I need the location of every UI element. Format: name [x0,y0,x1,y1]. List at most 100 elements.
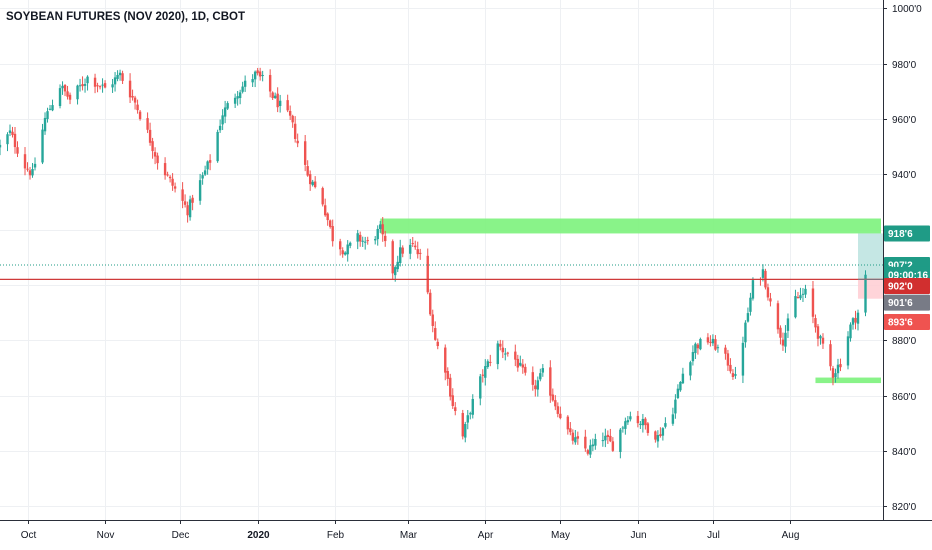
candle-up[interactable] [251,74,254,87]
candle-up[interactable] [101,78,104,93]
candle-down[interactable] [328,219,332,229]
candle-down[interactable] [256,67,259,76]
candle-up[interactable] [349,241,352,249]
annotation-zones[interactable] [380,218,883,384]
candle-up[interactable] [691,345,695,366]
candle-down[interactable] [434,321,437,341]
candle-up[interactable] [624,417,627,435]
candle-up[interactable] [113,72,117,92]
candle-up[interactable] [711,334,715,347]
candle-up[interactable] [619,427,622,459]
candle-down[interactable] [136,99,139,114]
candle-down[interactable] [93,73,97,94]
candle-up[interactable] [51,99,54,112]
candle-down[interactable] [323,198,327,217]
candle-up[interactable] [846,331,850,370]
candle-down[interactable] [359,231,362,247]
candle-up[interactable] [396,255,399,273]
candle-down[interactable] [811,280,815,324]
candle-down[interactable] [431,309,434,333]
candle-up[interactable] [676,384,680,400]
candle-down[interactable] [569,422,572,436]
candle-down[interactable] [724,344,727,360]
candle-up[interactable] [591,438,595,452]
candle-up[interactable] [629,411,632,422]
candle-down[interactable] [414,240,417,250]
candle-down[interactable] [153,147,157,165]
candle-down[interactable] [276,87,279,113]
candle-up[interactable] [689,360,692,381]
candle-up[interactable] [734,366,737,379]
candle-down[interactable] [514,344,517,367]
candle-down[interactable] [501,340,504,359]
candle-up[interactable] [664,417,667,429]
candle-down[interactable] [181,182,184,209]
candle-down[interactable] [766,283,770,301]
candle-up[interactable] [33,157,37,171]
candle-down[interactable] [26,162,29,172]
candle-down[interactable] [148,122,152,146]
candle-up[interactable] [679,381,682,392]
candle-up[interactable] [656,430,660,448]
candle-up[interactable] [361,236,364,247]
candle-up[interactable] [203,165,207,177]
candle-down[interactable] [63,84,67,97]
candle-down[interactable] [779,325,782,345]
candle-up[interactable] [464,421,467,443]
candle-down[interactable] [268,69,272,98]
candle-up[interactable] [218,119,222,133]
candle-down[interactable] [133,95,137,110]
candle-down[interactable] [128,73,132,104]
candle-up[interactable] [799,287,802,301]
candle-down[interactable] [821,333,825,349]
candle-down[interactable] [776,300,780,334]
candle-down[interactable] [516,354,519,372]
candle-down[interactable] [173,182,177,193]
candle-up[interactable] [786,313,790,338]
candle-up[interactable] [399,239,402,267]
candle-down[interactable] [103,80,107,89]
candle-up[interactable] [83,78,87,93]
candle-down[interactable] [291,114,294,128]
candles[interactable] [0,67,867,459]
candle-down[interactable] [489,354,492,367]
candle-up[interactable] [261,70,264,82]
candle-down[interactable] [306,160,309,177]
candle-down[interactable] [296,133,299,148]
candle-down[interactable] [644,417,647,430]
candle-up[interactable] [41,123,44,165]
candle-up[interactable] [6,132,9,152]
candle-down[interactable] [293,116,297,143]
candle-down[interactable] [13,126,17,154]
candle-down[interactable] [391,239,394,281]
candle-down[interactable] [611,437,615,452]
candle-up[interactable] [589,439,592,458]
candle-down[interactable] [68,92,72,105]
candle-down[interactable] [551,388,555,402]
candle-down[interactable] [331,219,334,247]
candle-up[interactable] [201,172,204,185]
resistance-zone[interactable] [380,218,881,234]
candle-down[interactable] [258,67,262,81]
candle-up[interactable] [694,342,697,360]
candle-down[interactable] [729,358,732,374]
candle-up[interactable] [836,358,840,379]
candle-down[interactable] [168,175,172,183]
candle-down[interactable] [446,367,449,386]
candle-down[interactable] [816,324,820,347]
candle-up[interactable] [804,284,807,299]
candle-down[interactable] [81,76,84,91]
candle-up[interactable] [376,225,379,246]
candle-up[interactable] [206,160,209,175]
candle-down[interactable] [416,241,419,259]
candle-down[interactable] [163,157,167,180]
candle-down[interactable] [191,194,194,211]
candle-up[interactable] [671,407,675,426]
candle-up[interactable] [86,75,89,91]
candle-down[interactable] [566,415,570,435]
candle-up[interactable] [864,270,867,317]
candle-down[interactable] [156,152,159,170]
candle-down[interactable] [461,409,464,440]
candle-up[interactable] [31,162,34,178]
